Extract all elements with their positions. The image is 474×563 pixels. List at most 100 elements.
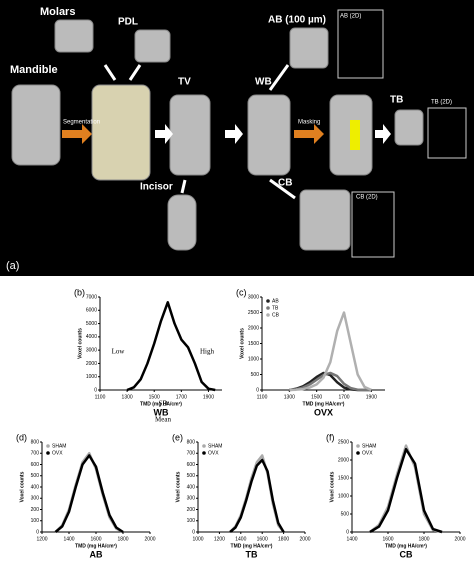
x-tick-label: 1500 <box>149 394 160 400</box>
x-tick-label: 1300 <box>122 394 133 400</box>
legend-label: SHAM <box>362 443 376 449</box>
x-tick-label: 2000 <box>299 536 310 542</box>
y-tick-label: 600 <box>187 462 196 468</box>
y-axis-label: Voxel counts <box>77 328 83 359</box>
x-tick-label: 1900 <box>366 394 377 400</box>
panel-label: (a) <box>6 260 19 272</box>
diagram-label: PDL <box>118 17 138 28</box>
chart-name: WB <box>154 407 169 417</box>
x-tick-label: 1000 <box>192 536 203 542</box>
x-tick-label: 1600 <box>90 536 101 542</box>
annotation: Mean <box>155 415 171 423</box>
y-tick-label: 100 <box>187 518 196 524</box>
x-tick-label: 2000 <box>144 536 155 542</box>
x-axis-label: TMD (mg HA/cm³) <box>140 401 182 407</box>
chart-name: AB <box>90 549 103 559</box>
y-tick-label: 7000 <box>86 294 97 300</box>
y-tick-label: 2000 <box>338 457 349 463</box>
x-tick-label: 1800 <box>278 536 289 542</box>
panel-a-arrows <box>62 64 391 200</box>
y-tick-label: 500 <box>31 473 40 479</box>
legend-marker <box>356 451 360 455</box>
y-tick-label: 0 <box>192 529 195 535</box>
y-tick-label: 300 <box>31 496 40 502</box>
chart-name: OVX <box>314 407 333 417</box>
y-tick-label: 400 <box>187 484 196 490</box>
y-tick-label: 3000 <box>248 294 259 300</box>
y-tick-label: 3000 <box>86 347 97 353</box>
y-tick-label: 500 <box>341 511 350 517</box>
x-tick-label: 1600 <box>257 536 268 542</box>
legend-marker <box>202 451 206 455</box>
x-tick-label: 1100 <box>95 394 106 400</box>
diagram-label: CB (2D) <box>356 195 378 201</box>
x-tick-label: 1700 <box>176 394 187 400</box>
legend-label: CB <box>272 312 280 318</box>
y-axis-label: Voxel counts <box>19 471 25 502</box>
legend-label: AB <box>272 298 279 304</box>
diagram-label: AB (2D) <box>340 14 361 20</box>
y-tick-label: 800 <box>31 439 40 445</box>
y-tick-label: 200 <box>31 507 40 513</box>
legend-marker <box>356 444 360 448</box>
data-line <box>289 311 372 392</box>
x-tick-label: 1700 <box>338 394 349 400</box>
diagram-label: Masking <box>298 120 320 126</box>
data-line <box>369 447 443 534</box>
legend-marker <box>266 306 270 310</box>
y-tick-label: 500 <box>251 372 260 378</box>
x-axis-label: TMD (mg HA/cm³) <box>75 543 117 549</box>
y-tick-label: 6000 <box>86 308 97 314</box>
legend-label: OVX <box>208 450 219 456</box>
diagram-label: Incisor <box>140 182 173 193</box>
y-axis-label: Voxel counts <box>175 471 181 502</box>
y-tick-label: 2500 <box>338 439 349 445</box>
legend-label: TB <box>272 305 279 311</box>
y-tick-label: 1500 <box>338 475 349 481</box>
y-tick-label: 100 <box>31 518 40 524</box>
diagram-label: TB <box>390 95 403 106</box>
y-tick-label: 700 <box>31 451 40 457</box>
y-axis-label: Voxel counts <box>329 471 335 502</box>
x-tick-label: 1200 <box>36 536 47 542</box>
y-tick-label: 2500 <box>248 310 259 316</box>
y-tick-label: 0 <box>94 387 97 393</box>
y-tick-label: 2000 <box>86 361 97 367</box>
panel-label: (e) <box>172 432 183 442</box>
legend-label: SHAM <box>52 443 66 449</box>
x-tick-label: 1500 <box>311 394 322 400</box>
legend-marker <box>266 313 270 317</box>
data-line <box>369 444 443 534</box>
y-tick-label: 200 <box>187 507 196 513</box>
diagram-label: Molars <box>40 6 75 18</box>
y-tick-label: 1000 <box>86 374 97 380</box>
x-tick-label: 1800 <box>418 536 429 542</box>
x-axis-label: TMD (mg HA/cm³) <box>231 543 273 549</box>
data-line <box>289 371 372 392</box>
x-tick-label: 1400 <box>63 536 74 542</box>
y-tick-label: 2000 <box>248 325 259 331</box>
x-tick-label: 1300 <box>284 394 295 400</box>
x-tick-label: 1600 <box>382 536 393 542</box>
x-tick-label: 1800 <box>117 536 128 542</box>
legend-marker <box>46 451 50 455</box>
legend-label: SHAM <box>208 443 222 449</box>
legend-label: OVX <box>362 450 373 456</box>
panel-label: (f) <box>326 432 335 442</box>
diagram-label: TV <box>178 77 191 88</box>
chart-name: CB <box>400 549 413 559</box>
panel-label: (b) <box>74 287 85 297</box>
y-tick-label: 1000 <box>248 356 259 362</box>
diagram-label: CB <box>278 178 292 189</box>
diagram-label: WB <box>255 77 272 88</box>
y-tick-label: 800 <box>187 439 196 445</box>
x-axis-label: TMD (mg HA/cm³) <box>385 543 427 549</box>
x-tick-label: 1200 <box>214 536 225 542</box>
panel-a-shapes <box>11 9 467 258</box>
y-tick-label: 4000 <box>86 334 97 340</box>
annotation: SD <box>159 400 168 408</box>
panel-label: (d) <box>16 432 27 442</box>
y-tick-label: 0 <box>36 529 39 535</box>
y-tick-label: 300 <box>187 496 196 502</box>
